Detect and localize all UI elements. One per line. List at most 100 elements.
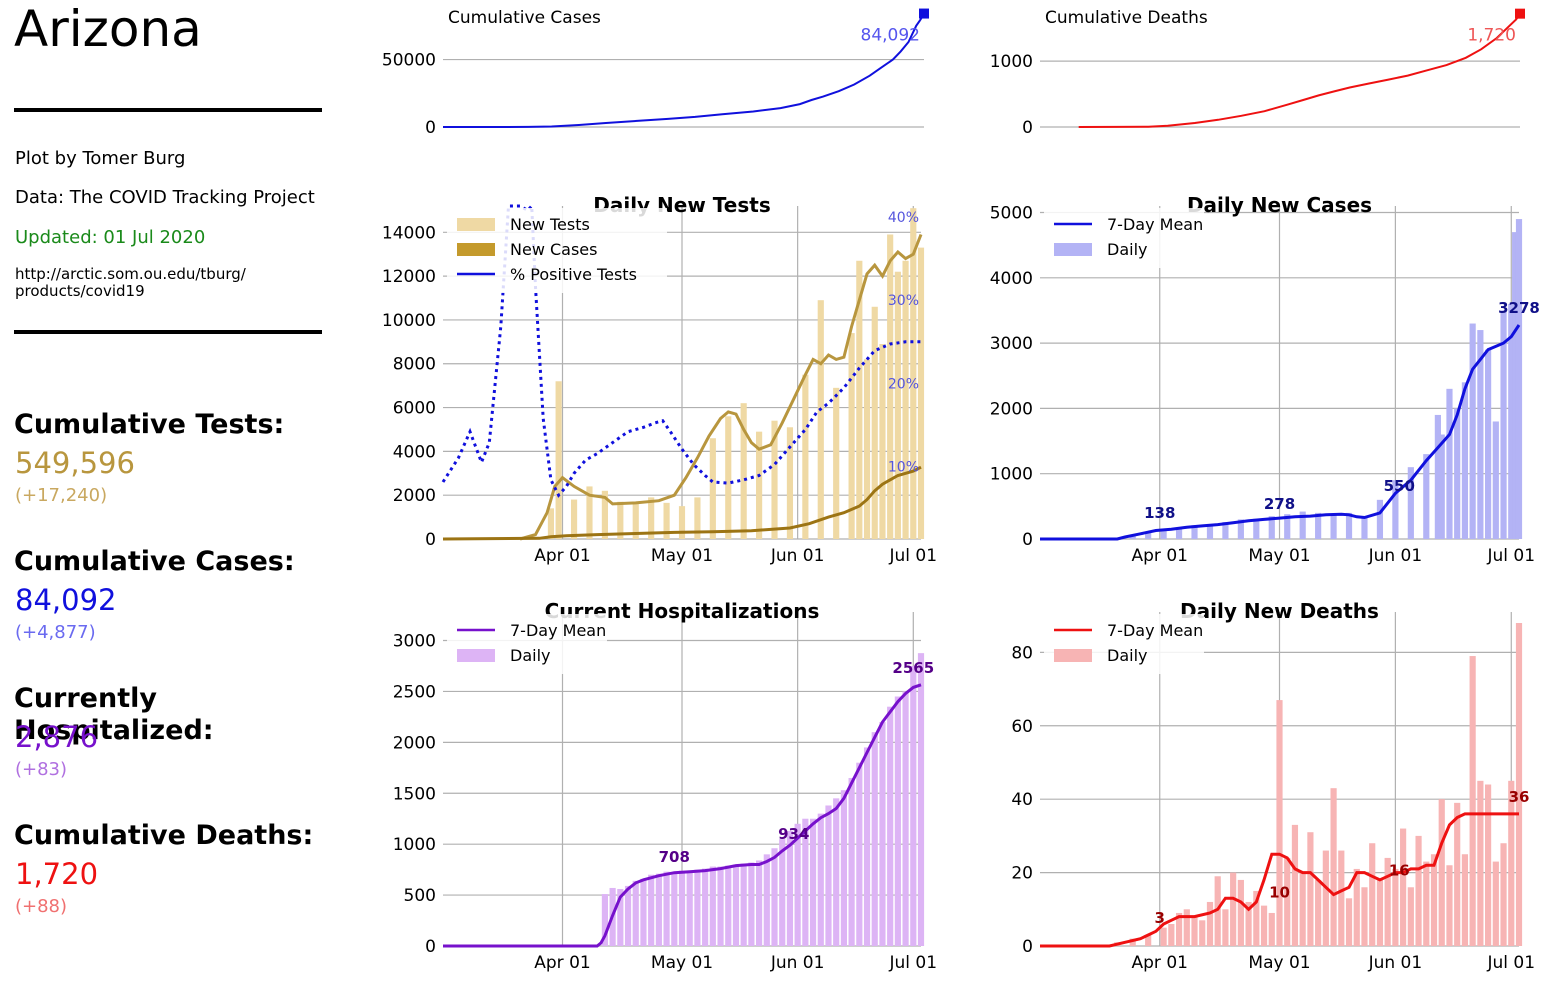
y-tick-label: 10000 <box>382 311 436 331</box>
bar <box>1369 843 1376 946</box>
bar <box>779 839 786 946</box>
bar <box>1407 887 1414 946</box>
legend-box <box>1044 614 1204 674</box>
bar <box>1477 780 1484 946</box>
y-tick-label: 3000 <box>990 334 1033 354</box>
bar <box>1477 330 1484 539</box>
annotation-label: 708 <box>659 848 690 866</box>
bar <box>1183 909 1190 946</box>
bar <box>1454 802 1461 946</box>
bar <box>771 420 778 539</box>
x-tick-label: Apr 01 <box>534 953 590 973</box>
bar <box>732 864 740 946</box>
bar <box>1315 512 1322 539</box>
source-url[interactable]: http://arctic.som.ou.edu/tburg/ products… <box>15 266 246 300</box>
bar <box>910 208 917 539</box>
y-tick-label: 12000 <box>382 267 436 287</box>
new-cases-line <box>442 465 922 541</box>
bar <box>786 427 794 539</box>
bar <box>1492 421 1499 539</box>
bar <box>863 359 871 539</box>
updated-date: Updated: 01 Jul 2020 <box>15 227 206 248</box>
bar <box>817 300 824 539</box>
bar <box>1345 898 1353 946</box>
bar <box>887 234 894 539</box>
y-tick-label: 1500 <box>393 784 436 804</box>
y-tick-label: 2500 <box>393 682 436 702</box>
x-tick-label: Jul 01 <box>1487 546 1536 566</box>
bar <box>1175 912 1183 946</box>
bar <box>1508 303 1515 539</box>
bar <box>555 381 562 539</box>
stat-delta-deaths: (+88) <box>15 896 68 917</box>
legend-swatch <box>457 243 495 256</box>
bar <box>848 333 855 539</box>
bar <box>648 497 655 539</box>
bar <box>879 721 886 946</box>
divider <box>14 330 322 334</box>
x-tick-label: May 01 <box>651 953 713 973</box>
bar <box>756 860 763 946</box>
bar <box>771 848 778 946</box>
bar <box>802 818 809 946</box>
bar <box>709 866 716 946</box>
bar <box>1515 623 1523 946</box>
bar <box>1461 382 1469 539</box>
y-tick-label: 0 <box>425 530 436 550</box>
annotation-label: 934 <box>778 825 809 843</box>
bar <box>1392 480 1399 539</box>
bar <box>1361 887 1368 946</box>
bar <box>1400 828 1407 946</box>
legend-label: 7-Day Mean <box>1107 621 1203 640</box>
bar <box>1446 865 1453 946</box>
bar <box>1284 857 1291 946</box>
bar <box>1237 519 1244 539</box>
end-value-label: 1,720 <box>1467 26 1516 46</box>
bar <box>1145 934 1152 946</box>
bar <box>601 894 608 946</box>
percent-tick-label: 20% <box>888 376 919 392</box>
x-tick-label: Jul 01 <box>1487 953 1536 973</box>
bar <box>809 818 817 946</box>
legend-label: 7-Day Mean <box>1107 215 1203 234</box>
bar <box>694 497 701 539</box>
bar <box>678 506 686 539</box>
bar <box>887 706 894 946</box>
y-tick-label: 6000 <box>393 399 436 419</box>
bar <box>1500 310 1507 539</box>
bar <box>871 732 878 946</box>
annotation-label: 2565 <box>892 659 934 677</box>
bar <box>725 865 732 946</box>
x-tick-label: May 01 <box>1248 546 1310 566</box>
bar <box>1376 499 1384 539</box>
bar <box>902 260 909 539</box>
y-tick-label: 80 <box>1011 643 1033 663</box>
annotation-label: 3278 <box>1498 299 1540 317</box>
series-line <box>443 13 925 128</box>
legend-label: % Positive Tests <box>510 265 637 284</box>
y-tick-label: 2000 <box>990 399 1033 419</box>
bar <box>1469 656 1476 946</box>
bar <box>1268 516 1275 539</box>
x-tick-label: May 01 <box>651 546 713 566</box>
x-tick-label: Jul 01 <box>889 953 938 973</box>
y-tick-label: 0 <box>425 937 436 957</box>
bar <box>1145 531 1152 539</box>
bar <box>833 798 840 946</box>
bar <box>1175 528 1183 539</box>
bar <box>586 486 593 539</box>
percent-tick-label: 10% <box>888 460 919 476</box>
bar <box>547 508 555 539</box>
bar <box>1415 835 1422 946</box>
bar <box>794 823 801 946</box>
x-tick-label: Apr 01 <box>1132 546 1188 566</box>
positive-rate-line <box>441 202 921 498</box>
stat-label-tests: Cumulative Tests: <box>14 409 285 440</box>
bar <box>1407 467 1414 539</box>
bar <box>1291 824 1299 946</box>
bar <box>802 374 809 539</box>
y-tick-label: 20 <box>1011 864 1033 884</box>
data-source: Data: The COVID Tracking Project <box>15 187 315 208</box>
legend-swatch <box>1054 243 1092 256</box>
y-tick-label: 40 <box>1011 790 1033 810</box>
